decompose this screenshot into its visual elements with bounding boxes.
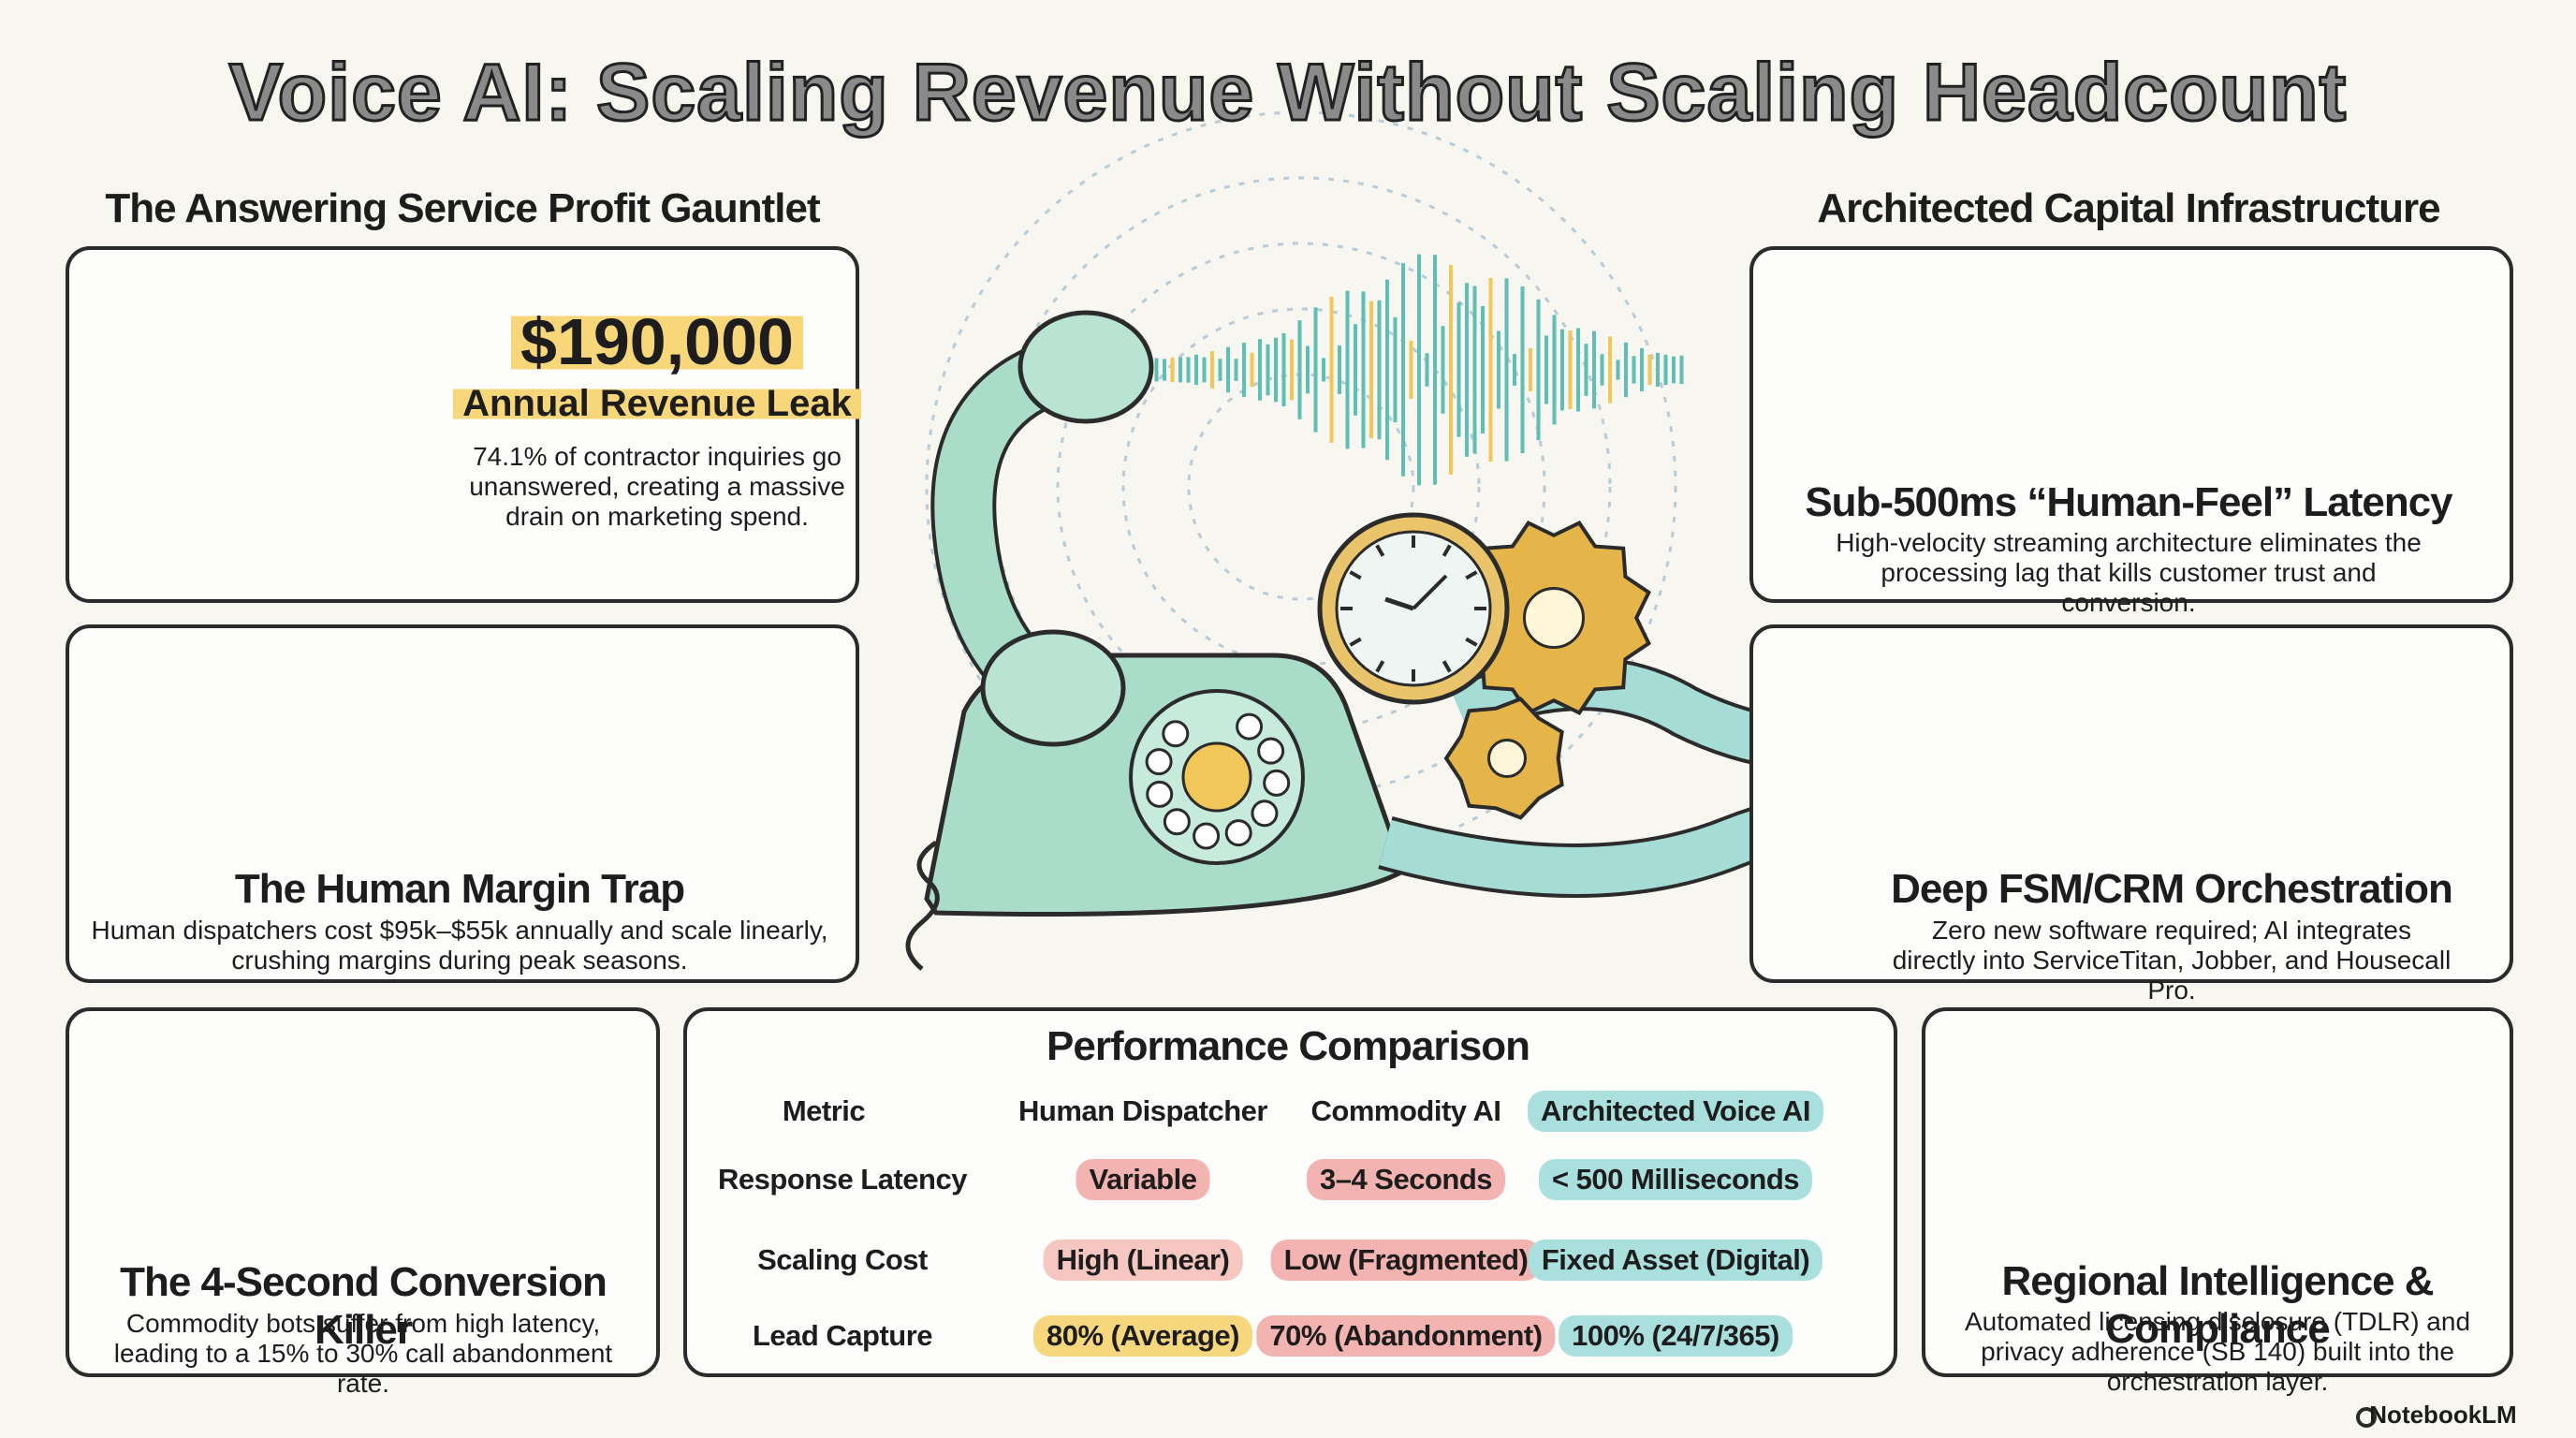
table-cell: Low (Fragmented) (1270, 1240, 1542, 1281)
dial-hole (1163, 808, 1191, 836)
clock-tick (1465, 637, 1478, 647)
radar-ring (1056, 242, 1546, 732)
section-heading: Architected Capital Infrastructure (1817, 185, 2440, 231)
panel-heading: The Human Margin Trap (234, 866, 685, 912)
clock-hand (1384, 596, 1414, 611)
panel-heading: Regional Intelligence & Compliance (2001, 1258, 2434, 1352)
panel (1922, 1007, 2513, 1377)
stat-label: Annual Revenue Leak (453, 383, 861, 424)
gear-hub (1523, 587, 1585, 649)
column-header: Human Dispatcher (1018, 1094, 1267, 1127)
dial-hole (1193, 822, 1221, 850)
phone-cord (905, 840, 940, 971)
dial-hole (1236, 712, 1264, 741)
description: 74.1% of contractor inquiries go unanswe… (469, 442, 845, 532)
table-cell: 80% (Average) (1032, 1315, 1253, 1357)
mouthpiece (980, 629, 1126, 747)
column-header: Metric (782, 1094, 866, 1127)
dial-hole (1162, 720, 1190, 748)
panel-heading: The 4-Second Conversion Killer (120, 1259, 607, 1353)
dial-hole (1263, 769, 1291, 797)
panel (1749, 624, 2513, 983)
table-cell: 70% (Abandonment) (1256, 1315, 1556, 1357)
dial-hole (1146, 780, 1174, 808)
dial-hole (1145, 748, 1173, 776)
radar-ring (990, 176, 1612, 798)
row-label: Lead Capture (752, 1319, 933, 1352)
panel-heading: Deep FSM/CRM Orchestration (1891, 866, 2453, 912)
radar-ring (1121, 307, 1481, 667)
dial-hole (1257, 737, 1285, 765)
stat-wrap: $190,000 (423, 304, 891, 380)
row-label: Response Latency (718, 1163, 967, 1196)
table-cell: < 500 Milliseconds (1538, 1159, 1813, 1200)
dial-hole (1224, 819, 1252, 847)
page-title: Voice AI: Scaling Revenue Without Scalin… (227, 47, 2348, 139)
table-cell: Fixed Asset (Digital) (1528, 1240, 1823, 1281)
stat-value: $190,000 (511, 305, 803, 378)
earpiece (1017, 310, 1154, 424)
clock-tick (1465, 570, 1478, 580)
clock-tick (1442, 660, 1452, 673)
clock-hand (1412, 574, 1448, 610)
description: Human dispatchers cost $95k–$55k annuall… (91, 916, 828, 976)
panel (66, 624, 859, 983)
table-title: Performance Comparison (1046, 1023, 1530, 1069)
table-cell: High (Linear) (1043, 1240, 1243, 1281)
clock-tick (1375, 544, 1385, 557)
description: Automated licensing disclosure (TDLR) an… (1964, 1307, 2471, 1397)
panel-heading: Sub-500ms “Human-Feel” Latency (1805, 479, 2452, 525)
row-label: Scaling Cost (757, 1243, 928, 1276)
section-heading: The Answering Service Profit Gauntlet (105, 185, 820, 231)
clock-tick (1442, 544, 1452, 557)
column-header: Commodity AI (1310, 1094, 1501, 1127)
stat-label-wrap: Annual Revenue Leak (414, 382, 900, 425)
panel (66, 1007, 660, 1377)
description: Commodity bots suffer from high latency,… (113, 1309, 613, 1399)
clock-tick (1349, 637, 1362, 647)
gear-hub (1487, 739, 1527, 778)
column-header: Architected Voice AI (1527, 1091, 1824, 1132)
dial-hole (1251, 800, 1279, 828)
clock-tick (1349, 570, 1362, 580)
description: High-velocity streaming architecture eli… (1836, 528, 2422, 618)
dial-center (1181, 741, 1252, 813)
table-cell: Variable (1076, 1159, 1210, 1200)
clock-tick (1375, 660, 1385, 673)
panel (1749, 246, 2513, 603)
brand-mark (2356, 1407, 2377, 1428)
description: Zero new software required; AI integrate… (1892, 916, 2452, 1005)
table-cell: 100% (24/7/365) (1559, 1315, 1793, 1357)
table-cell: 3–4 Seconds (1306, 1159, 1506, 1200)
brand: NotebookLM (2369, 1401, 2517, 1429)
